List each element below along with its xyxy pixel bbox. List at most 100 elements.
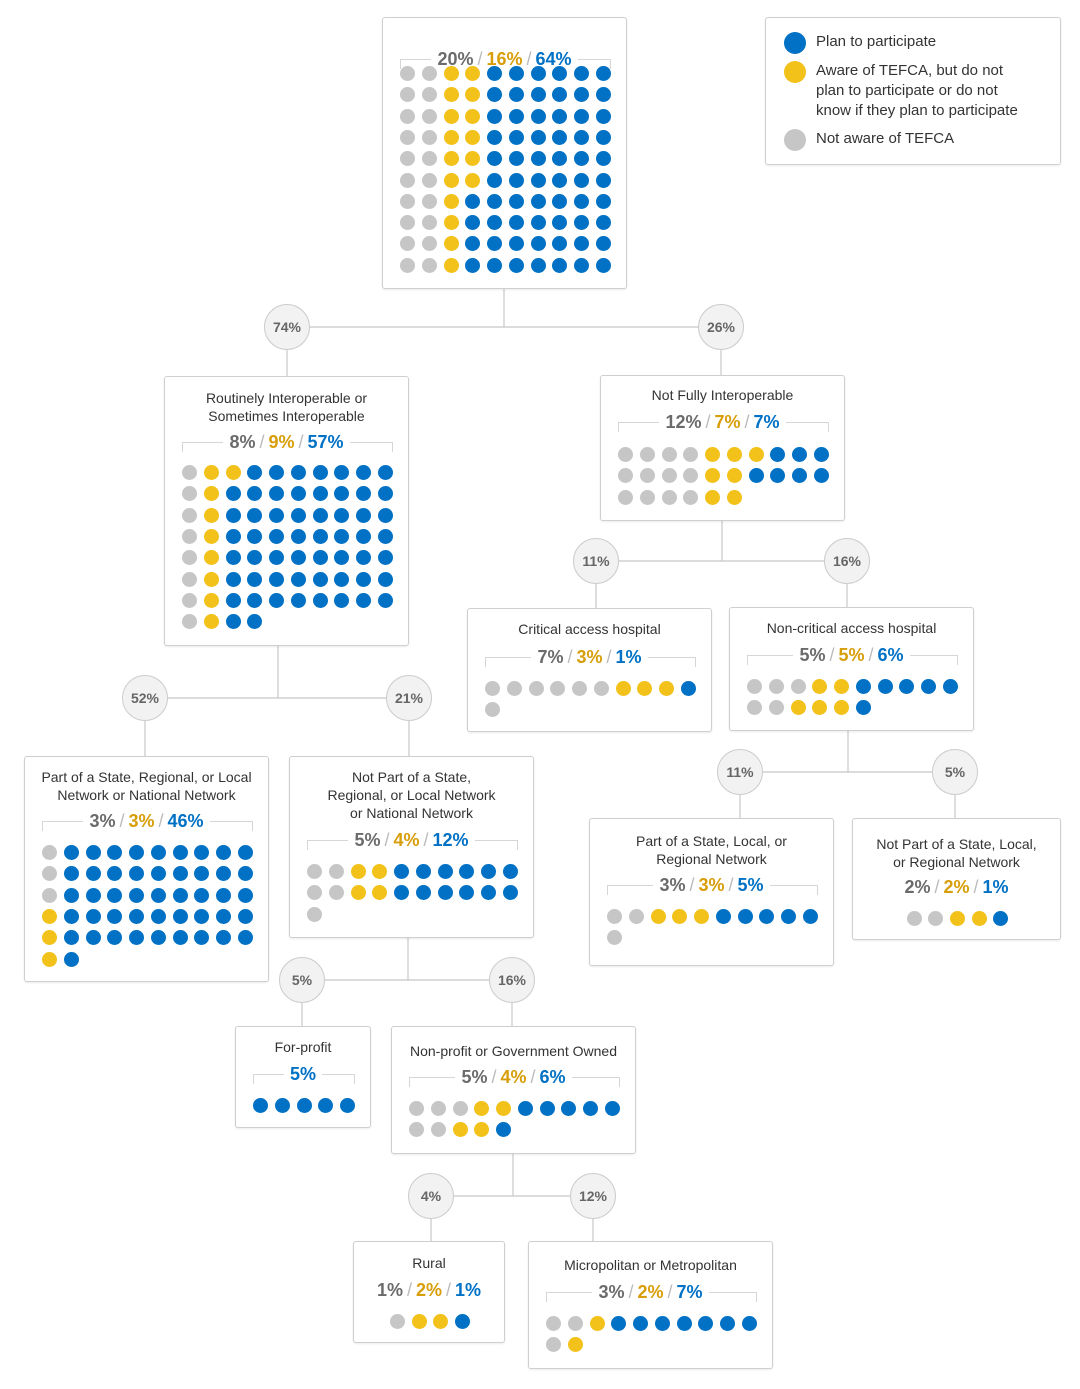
dot-aware-not-plan (204, 550, 220, 566)
dot-not-aware (546, 1337, 562, 1353)
node-title-line: or National Network (350, 805, 473, 821)
dot-plan (194, 930, 210, 946)
dot-plan (530, 193, 546, 209)
percent-plan: 64% (535, 49, 572, 69)
dot-not-aware (409, 1101, 425, 1116)
dot-aware-not-plan (705, 447, 721, 462)
dot-aware-not-plan (443, 257, 459, 273)
dot-plan (237, 845, 253, 860)
branch-share-bubble: 16% (489, 957, 535, 1003)
dot-plan (64, 951, 80, 967)
dot-not-aware (182, 507, 198, 523)
percent-plan: 46% (167, 811, 204, 831)
dot-not-aware (422, 236, 438, 252)
percent-aware: 9% (268, 432, 295, 452)
dot-plan (508, 66, 524, 81)
dot-not-aware (683, 468, 699, 484)
percent-values: 5%/4%/6% (392, 1065, 635, 1089)
dot-plan (791, 447, 807, 462)
dot-plan (595, 193, 611, 209)
dot-plan (355, 592, 371, 608)
dot-plan (582, 1101, 598, 1116)
legend: Plan to participate Aware of TEFCA, but … (765, 17, 1061, 165)
dot-plan (150, 866, 166, 882)
dot-plan (552, 87, 568, 103)
branch-share-bubble: 12% (570, 1173, 616, 1219)
dot-aware-not-plan (452, 1122, 468, 1138)
dot-aware-not-plan (443, 236, 459, 252)
dot-aware-not-plan (350, 885, 366, 901)
separator: / (530, 1067, 536, 1087)
separator: / (423, 830, 429, 850)
dot-not-aware (422, 108, 438, 124)
dot-not-aware (485, 702, 501, 718)
dot-plan (573, 193, 589, 209)
node-title-line: Network or National Network (57, 787, 236, 803)
dot-not-aware (42, 866, 58, 882)
dot-aware-not-plan (615, 681, 631, 696)
dot-plan (377, 528, 393, 544)
node-title-line: Routinely Interoperable or (205, 390, 368, 406)
dot-aware-not-plan (372, 864, 388, 879)
dot-not-aware (42, 845, 58, 860)
dot-plan (334, 571, 350, 587)
dot-plan (339, 1098, 355, 1113)
dot-not-aware (400, 87, 416, 103)
percent-values: 3%/3%/46% (25, 809, 268, 833)
dot-aware-not-plan (350, 864, 366, 879)
dot-plan (225, 571, 241, 587)
percent-not-aware: 20% (437, 49, 474, 69)
dot-plan (194, 845, 210, 860)
dot-plan (480, 864, 496, 879)
percent-breakdown: 5%/5%/6% (730, 643, 973, 667)
node-title-line: or Regional Network (893, 854, 1020, 870)
dot-aware-not-plan (834, 679, 850, 694)
percent-values: 8%/9%/57% (165, 430, 408, 454)
dot-not-aware (182, 592, 198, 608)
dot-plan (573, 66, 589, 81)
node-routinely: Routinely Interoperable or Sometimes Inte… (164, 376, 409, 646)
node-for-profit: For-profit 5% (235, 1026, 371, 1128)
dot-aware-not-plan (726, 447, 742, 462)
separator: / (446, 1280, 452, 1300)
dot-not-aware (629, 909, 645, 924)
dot-not-aware (747, 700, 763, 716)
dot-plan (437, 864, 453, 879)
dot-plan (247, 486, 263, 502)
dot-plan (595, 87, 611, 103)
dot-plan (194, 866, 210, 882)
dot-plan (107, 845, 123, 860)
percent-breakdown: 5%/4%/6% (392, 1065, 635, 1089)
dot-plan (269, 465, 285, 480)
dot-plan (437, 885, 453, 901)
dot-plan (530, 87, 546, 103)
dot-not-aware (790, 679, 806, 694)
dot-plan (355, 528, 371, 544)
dot-plan (595, 172, 611, 188)
dot-plan (107, 930, 123, 946)
dot-not-aware (422, 87, 438, 103)
percent-plan: 12% (432, 830, 469, 850)
dot-plan (508, 129, 524, 145)
dot-plan (573, 236, 589, 252)
percent-breakdown: 2%/2%/1% (853, 875, 1060, 899)
dot-plan (595, 108, 611, 124)
dot-not-aware (400, 172, 416, 188)
dot-plan (465, 215, 481, 231)
dot-aware-not-plan (474, 1122, 490, 1138)
dot-plan (107, 887, 123, 903)
dot-plan (290, 592, 306, 608)
dot-plan (355, 507, 371, 523)
dot-plan (64, 887, 80, 903)
dot-not-aware (307, 864, 323, 879)
node-rural: Rural 1%/2%/1% (353, 1241, 505, 1343)
dot-aware-not-plan (672, 909, 688, 924)
dot-aware-not-plan (443, 66, 459, 81)
separator: / (567, 647, 573, 667)
dot-aware-not-plan (465, 108, 481, 124)
dot-plan (290, 486, 306, 502)
percent-plan: 1% (615, 647, 642, 667)
percent-aware: 16% (486, 49, 523, 69)
dot-plan (552, 129, 568, 145)
dot-aware-not-plan (790, 700, 806, 716)
